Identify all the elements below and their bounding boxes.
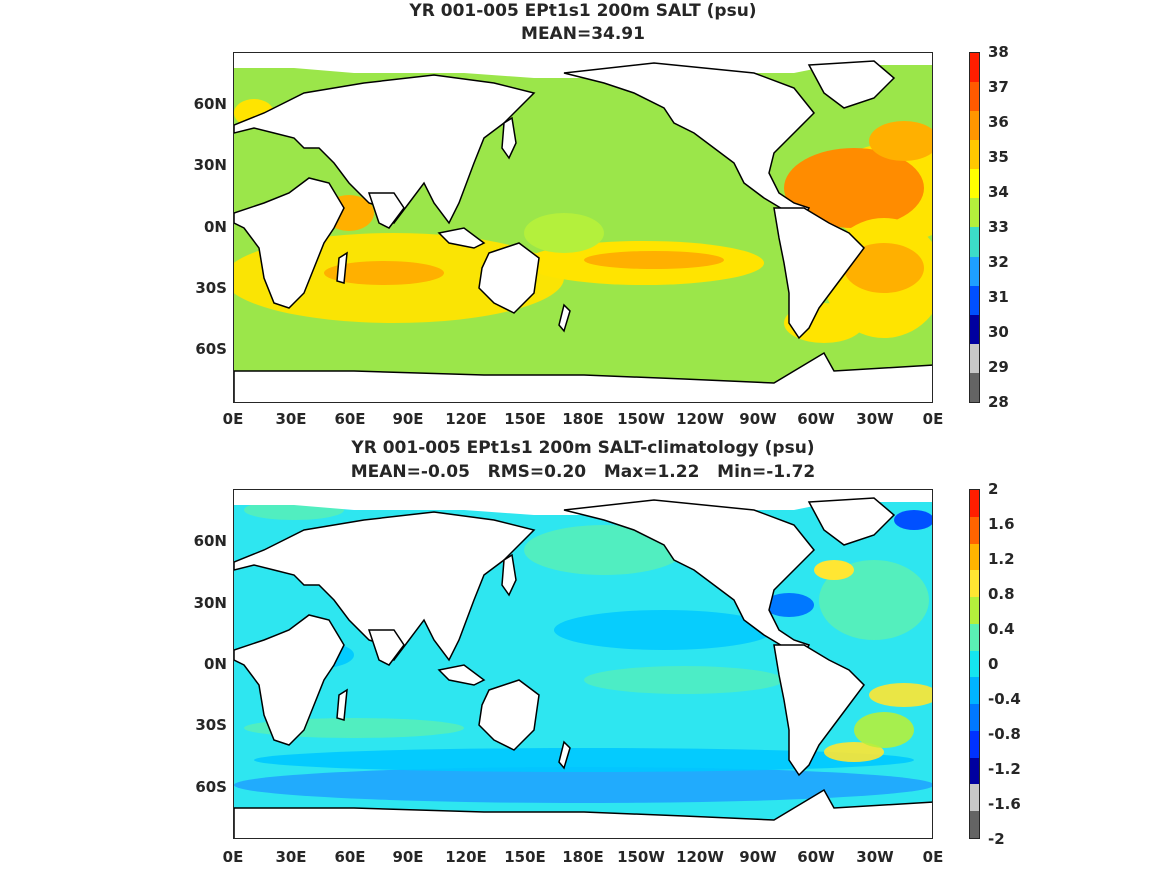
colorbar-tick: 0: [988, 655, 999, 673]
colorbar-segment: [970, 597, 979, 624]
x-tick: 120E: [445, 410, 487, 428]
colorbar-tick: -1.2: [988, 760, 1021, 778]
panel1-title-line1: YR 001-005 EPt1s1 200m SALT (psu): [409, 1, 757, 21]
y-tick: 30S: [195, 279, 227, 297]
colorbar-segment: [970, 730, 979, 758]
colorbar-tick: 31: [988, 288, 1009, 306]
panel2-title-line1: YR 001-005 EPt1s1 200m SALT-climatology …: [351, 438, 815, 458]
colorbar-tick: 35: [988, 148, 1009, 166]
colorbar-segment: [970, 343, 979, 373]
colorbar-tick: 37: [988, 78, 1009, 96]
colorbar-segment: [970, 811, 979, 838]
colorbar-segment: [970, 198, 979, 228]
colorbar-segment: [970, 623, 979, 651]
colorbar-segment: [970, 704, 979, 731]
x-tick: 150W: [617, 410, 665, 428]
colorbar-segment: [970, 784, 979, 812]
x-tick: 30E: [275, 410, 307, 428]
x-tick: 180E: [562, 410, 604, 428]
panel2-title-line2: MEAN=-0.05 RMS=0.20 Max=1.22 Min=-1.72: [350, 462, 816, 482]
x-tick: 150E: [504, 410, 546, 428]
x-tick: 30W: [856, 848, 894, 866]
colorbar-tick: 29: [988, 358, 1009, 376]
x-tick: 150W: [617, 848, 665, 866]
colorbar-segment: [970, 490, 979, 517]
colorbar-segment: [970, 372, 979, 402]
anomaly-colorbar: [969, 489, 980, 839]
x-tick: 0E: [222, 848, 244, 866]
colorbar-segment: [970, 757, 979, 785]
colorbar-tick: 28: [988, 393, 1009, 411]
y-tick: 60S: [195, 778, 227, 796]
y-tick: 30S: [195, 716, 227, 734]
colorbar-segment: [970, 111, 979, 141]
colorbar-tick: 1.6: [988, 515, 1015, 533]
colorbar-segment: [970, 543, 979, 571]
x-tick: 0E: [222, 410, 244, 428]
y-tick: 60N: [193, 95, 227, 113]
colorbar-tick: 0.4: [988, 620, 1015, 638]
colorbar-segment: [970, 169, 979, 199]
x-tick: 0E: [922, 410, 944, 428]
salinity-map-svg: [234, 53, 932, 402]
x-tick: 30E: [275, 848, 307, 866]
colorbar-segment: [970, 256, 979, 286]
x-tick: 90E: [392, 848, 424, 866]
colorbar-tick: -0.4: [988, 690, 1021, 708]
x-tick: 120E: [445, 848, 487, 866]
colorbar-segment: [970, 140, 979, 170]
colorbar-tick: 0.8: [988, 585, 1015, 603]
anomaly-patches: [234, 500, 932, 803]
y-tick: 30N: [193, 594, 227, 612]
x-tick: 60E: [334, 410, 366, 428]
colorbar-tick: 2: [988, 480, 999, 498]
x-tick: 60W: [797, 410, 835, 428]
anomaly-map: [233, 489, 933, 839]
colorbar-tick: 38: [988, 43, 1009, 61]
y-tick: 0N: [204, 218, 227, 236]
colorbar-tick: -0.8: [988, 725, 1021, 743]
colorbar-tick: 34: [988, 183, 1009, 201]
x-tick: 60W: [797, 848, 835, 866]
x-tick: 0E: [922, 848, 944, 866]
y-tick: 30N: [193, 156, 227, 174]
colorbar-segment: [970, 314, 979, 344]
colorbar-tick: 32: [988, 253, 1009, 271]
x-tick: 180E: [562, 848, 604, 866]
x-tick: 90E: [392, 410, 424, 428]
panel1-title-line2: MEAN=34.91: [521, 24, 645, 44]
x-tick: 90W: [739, 410, 777, 428]
colorbar-tick: -1.6: [988, 795, 1021, 813]
x-tick: 60E: [334, 848, 366, 866]
colorbar-segment: [970, 677, 979, 705]
y-tick: 0N: [204, 655, 227, 673]
colorbar-segment: [970, 650, 979, 678]
colorbar-segment: [970, 570, 979, 598]
colorbar-segment: [970, 516, 979, 544]
salinity-map: [233, 52, 933, 403]
x-tick: 120W: [676, 848, 724, 866]
colorbar-tick: -2: [988, 830, 1005, 848]
x-tick: 120W: [676, 410, 724, 428]
land-masses: [234, 490, 932, 838]
colorbar-tick: 30: [988, 323, 1009, 341]
colorbar-segment: [970, 53, 979, 83]
colorbar-tick: 1.2: [988, 550, 1015, 568]
anomaly-map-svg: [234, 490, 932, 838]
land-masses: [234, 53, 932, 402]
colorbar-segment: [970, 82, 979, 112]
x-tick: 90W: [739, 848, 777, 866]
colorbar-tick: 36: [988, 113, 1009, 131]
y-tick: 60S: [195, 340, 227, 358]
y-tick: 60N: [193, 532, 227, 550]
x-tick: 30W: [856, 410, 894, 428]
colorbar-tick: 33: [988, 218, 1009, 236]
x-tick: 150E: [504, 848, 546, 866]
colorbar-segment: [970, 285, 979, 315]
colorbar-segment: [970, 227, 979, 257]
salinity-colorbar: [969, 52, 980, 403]
